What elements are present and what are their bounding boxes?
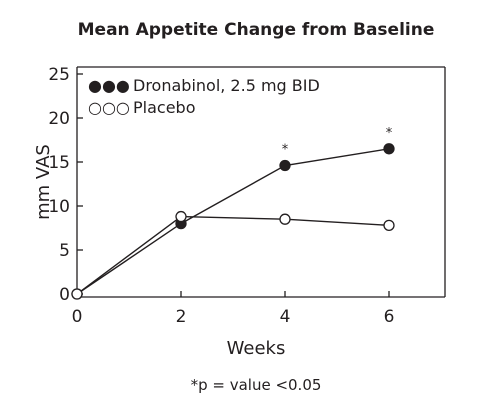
y-tick-label: 20 — [48, 109, 70, 129]
y-axis-ticks: 0 5 10 15 20 25 — [48, 65, 83, 305]
legend-label-placebo: Placebo — [133, 98, 195, 117]
series-line-dronabinol — [76, 148, 390, 295]
series-line-placebo — [76, 215, 390, 295]
x-tick-label: 6 — [384, 307, 395, 327]
series-layer — [71, 143, 395, 300]
data-point-dronabinol — [383, 143, 395, 155]
y-tick-label: 10 — [48, 197, 70, 217]
x-tick-label: 4 — [280, 307, 291, 327]
y-tick-label: 15 — [48, 153, 70, 173]
data-point-placebo — [383, 219, 395, 232]
y-axis-label: mm VAS — [33, 144, 54, 220]
data-point-placebo — [175, 210, 187, 223]
y-tick-label: 25 — [48, 65, 70, 85]
legend: ●●● Dronabinol, 2.5 mg BID ○○○ Placebo — [88, 76, 320, 117]
data-point-placebo — [279, 213, 291, 225]
footnote: *p = value <0.05 — [191, 376, 322, 394]
y-tick-label: 5 — [59, 241, 70, 261]
significance-marker: * — [386, 126, 393, 141]
legend-marker-placebo: ○○○ — [88, 98, 130, 117]
annotation-layer: ** — [282, 126, 393, 158]
significance-marker: * — [282, 143, 289, 158]
data-point-dronabinol — [279, 159, 291, 172]
y-tick-label: 0 — [59, 285, 70, 305]
x-tick-label: 0 — [72, 307, 83, 327]
chart-title: Mean Appetite Change from Baseline — [78, 20, 435, 40]
legend-label-dronabinol: Dronabinol, 2.5 mg BID — [133, 76, 320, 95]
data-point-placebo — [71, 288, 83, 300]
x-axis-label: Weeks — [227, 338, 286, 359]
plot-frame — [76, 66, 446, 298]
legend-marker-dronabinol: ●●● — [88, 76, 130, 95]
x-tick-label: 2 — [176, 307, 187, 327]
